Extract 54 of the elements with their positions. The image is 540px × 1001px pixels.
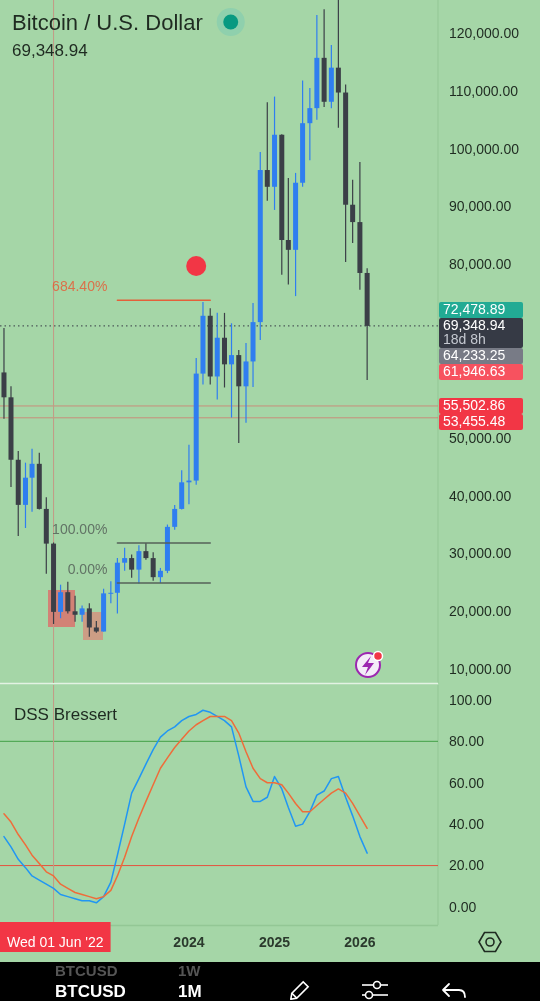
- candlestick: [72, 595, 78, 623]
- candlestick: [229, 322, 235, 419]
- y-tick-label: 40.00: [449, 816, 485, 833]
- candlestick: [150, 551, 156, 582]
- x-tick-label: 2025: [258, 934, 291, 950]
- candlestick: [129, 554, 135, 579]
- annotation: 684.40%: [52, 278, 108, 295]
- candlestick: [350, 179, 356, 244]
- ref-line-label: Wed 01 Jun '22: [7, 934, 104, 950]
- candlestick: [172, 504, 178, 531]
- candlestick: [29, 448, 35, 513]
- text: 1W: [178, 962, 202, 979]
- y-tick-label: 100,000.00: [449, 140, 520, 157]
- text: 1M: [178, 982, 202, 1001]
- text: 61,946.63: [443, 363, 506, 380]
- candlestick: [122, 547, 128, 572]
- y-tick-label: 80.00: [449, 733, 485, 750]
- y-tick-label: 60.00: [449, 774, 485, 791]
- candlestick: [65, 581, 71, 615]
- y-tick-label: 100.00: [449, 691, 493, 708]
- y-tick-label: 20,000.00: [449, 603, 512, 620]
- y-tick-label: 10,000.00: [449, 661, 512, 678]
- candlestick: [86, 602, 92, 638]
- text: DSS Bressert: [14, 705, 118, 724]
- candlestick: [285, 177, 291, 286]
- candlestick: [58, 584, 64, 619]
- ref-line-label: 69,348.94 18d 8h: [443, 317, 506, 348]
- y-tick-label: 20.00: [449, 857, 485, 874]
- y-tick-label: 110,000.00: [449, 82, 519, 99]
- text: Bitcoin / U.S. Dollar: [12, 10, 203, 35]
- text: BTCUSD: [55, 982, 126, 1001]
- ref-line-label: 53,455.48: [443, 413, 506, 430]
- y-tick-label: 30,000.00: [449, 545, 512, 562]
- y-tick-label: 0.00: [449, 898, 477, 915]
- y-tick-label: 80,000.00: [449, 256, 512, 273]
- candlestick: [264, 101, 270, 202]
- ref-line-label: 55,502.86: [443, 397, 506, 414]
- candlestick: [307, 87, 313, 161]
- y-tick-label: 50,000.00: [449, 429, 512, 446]
- text: BTCUSD: [55, 962, 118, 979]
- candlestick: [108, 580, 114, 604]
- candlestick: [136, 544, 142, 585]
- candlestick: [143, 542, 149, 561]
- text: 64,233.25: [443, 347, 506, 364]
- candlestick: [79, 604, 85, 623]
- x-tick-label: 2026: [344, 934, 376, 950]
- y-tick-label: 120,000.00: [449, 24, 520, 41]
- y-tick-label: 40,000.00: [449, 487, 512, 504]
- annotation: 0.00%: [67, 560, 108, 577]
- y-tick-label: 90,000.00: [449, 198, 512, 215]
- x-tick-label: 2024: [173, 934, 205, 950]
- text: 69,348.94: [12, 41, 88, 60]
- text: 72,478.89: [443, 301, 506, 318]
- annotation: 100.00%: [52, 521, 108, 538]
